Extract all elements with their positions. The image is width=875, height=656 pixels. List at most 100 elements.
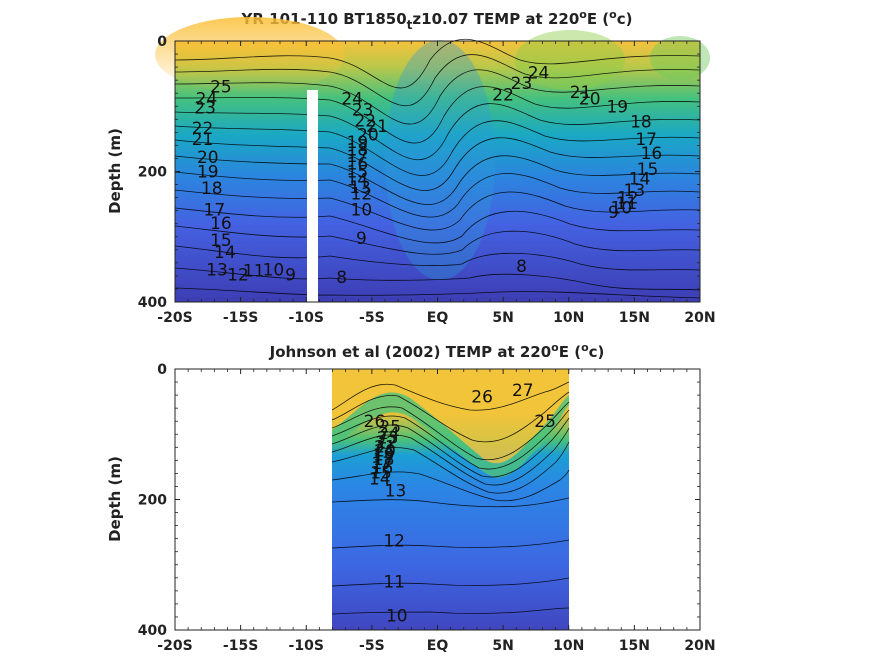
- bottom-contour-label: 25: [379, 417, 401, 437]
- bottom-x-tick-label: 20N: [684, 638, 715, 654]
- top-contour-label: 11: [616, 194, 638, 214]
- bottom-contour-label: 18: [373, 450, 395, 470]
- bottom-x-tick-label: 15N: [619, 638, 650, 654]
- top-contour-label: 16: [641, 144, 663, 164]
- top-x-tick-label: -15S: [223, 310, 258, 326]
- top-contour-label: 25: [210, 78, 232, 98]
- top-contour-label: 11: [243, 262, 265, 282]
- top-contour-label: 9: [285, 266, 296, 286]
- bottom-contour-lines: [331, 381, 570, 615]
- top-contour-label: 22: [192, 119, 214, 139]
- bottom-contour-label: 23: [377, 429, 399, 449]
- top-contour-label: 10: [263, 260, 285, 280]
- top-x-tick-label: 10N: [553, 310, 584, 326]
- top-contour-label: 17: [347, 147, 369, 167]
- bottom-contour-label: 20: [374, 442, 396, 462]
- bottom-x-tick-label: -20S: [157, 638, 192, 654]
- top-contour-label: 12: [227, 266, 249, 286]
- top-x-tick-label: 20N: [684, 310, 715, 326]
- bottom-contour-label: 26: [471, 387, 493, 407]
- bottom-contour-label: 25: [534, 412, 556, 432]
- top-contour-label: 20: [197, 148, 219, 168]
- top-contour-label: 12: [617, 189, 639, 209]
- bottom-panel: Johnson et al (2002) TEMP at 220oE (oc): [106, 341, 716, 654]
- bottom-contour-label: 13: [385, 481, 407, 501]
- top-contour-label: 21: [366, 117, 388, 137]
- top-contour-label: 20: [579, 89, 601, 109]
- top-contour-label: 20: [357, 125, 379, 145]
- bottom-x-tick-label: EQ: [427, 638, 449, 654]
- bottom-contour-label: 15: [370, 464, 392, 484]
- bottom-x-tick-label: -5S: [359, 638, 385, 654]
- top-contour-label: 24: [196, 89, 218, 109]
- top-contour-label: 9: [608, 203, 619, 223]
- top-y-tick-label: 200: [138, 165, 167, 181]
- bottom-y-axis: 0 200 400: [138, 362, 700, 639]
- top-contour-label: 24: [341, 89, 363, 109]
- top-contour-label: 13: [206, 260, 228, 280]
- top-contour-label: 22: [492, 86, 514, 106]
- top-contour-label: 14: [214, 243, 236, 263]
- top-y-tick-label: 400: [138, 295, 167, 311]
- top-contour-label: 15: [210, 231, 232, 251]
- top-contour-label: 24: [528, 63, 550, 83]
- top-contour-label: 8: [516, 257, 527, 277]
- top-contour-label: 16: [210, 214, 232, 234]
- top-contour-label: 19: [197, 163, 219, 183]
- top-contour-label: 19: [347, 133, 369, 153]
- top-contour-label: 23: [511, 74, 533, 94]
- bottom-contour-label: 17: [372, 454, 394, 474]
- top-contour-label: 16: [347, 155, 369, 175]
- bottom-contour-label: 12: [383, 532, 405, 552]
- top-contour-label: 13: [349, 178, 371, 198]
- bottom-y-tick-label: 200: [138, 493, 167, 509]
- top-y-tick-label: 0: [157, 34, 167, 50]
- top-contour-label: 23: [194, 99, 216, 119]
- top-x-axis: -20S -15S -10S -5S EQ 5N 10N 15N 20N: [157, 41, 716, 326]
- bottom-contour-label: 22: [375, 433, 397, 453]
- top-y-axis: 0 200 400: [138, 34, 700, 311]
- bottom-x-tick-label: 10N: [553, 638, 584, 654]
- bottom-contour-label: 19: [373, 445, 395, 465]
- bottom-contour-label: 27: [512, 381, 534, 401]
- top-contour-label: 18: [630, 112, 652, 132]
- top-contour-label: 18: [347, 140, 369, 160]
- top-contour-label: 15: [637, 160, 659, 180]
- top-contour-label: 19: [606, 97, 628, 117]
- bottom-contour-label: 26: [364, 412, 386, 432]
- top-x-tick-label: 15N: [619, 310, 650, 326]
- top-contour-label: 14: [629, 170, 651, 190]
- top-contour-label: 23: [352, 101, 374, 121]
- bottom-y-tick-label: 0: [157, 362, 167, 378]
- bottom-chart-title: Johnson et al (2002) TEMP at 220oE (oc): [269, 341, 605, 361]
- bottom-x-tick-label: 5N: [492, 638, 513, 654]
- bottom-contour-label: 10: [386, 607, 408, 627]
- bottom-contour-label: 16: [372, 459, 394, 479]
- top-x-tick-label: -5S: [359, 310, 385, 326]
- top-y-axis-label: Depth (m): [106, 128, 124, 214]
- top-contour-label: 17: [635, 130, 657, 150]
- bottom-contour-label: 21: [374, 438, 396, 458]
- bottom-x-axis: -20S -15S -10S -5S EQ 5N 10N 15N 20N: [157, 369, 716, 654]
- top-masked-column: [307, 90, 318, 302]
- bottom-y-tick-label: 400: [138, 623, 167, 639]
- top-contour-label: 15: [347, 163, 369, 183]
- bottom-y-axis-label: Depth (m): [106, 456, 124, 542]
- top-contour-label: 14: [347, 170, 369, 190]
- top-panel: YR 101-110 BT1850tz10.07 TEMP at 220oE (…: [106, 8, 716, 326]
- top-contour-label: 13: [624, 181, 646, 201]
- top-contour-label: 10: [610, 198, 632, 218]
- top-contour-label: 9: [356, 229, 367, 249]
- top-contour-label: 21: [192, 130, 214, 150]
- top-x-tick-label: -20S: [157, 310, 192, 326]
- top-x-tick-label: 5N: [492, 310, 513, 326]
- top-contour-label: 12: [351, 185, 373, 205]
- bottom-contour-label: 14: [369, 470, 391, 490]
- top-x-tick-label: EQ: [427, 310, 449, 326]
- bottom-contour-label: 24: [378, 424, 400, 444]
